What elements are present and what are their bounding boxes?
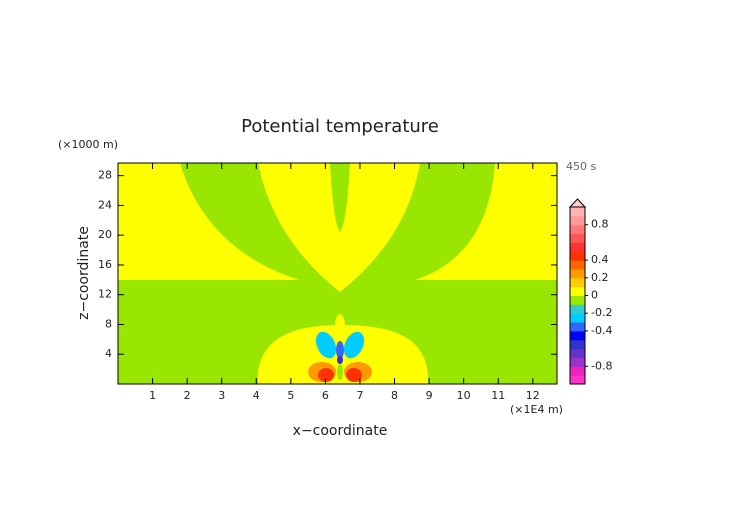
colorbar-band <box>570 215 585 226</box>
colorbar-band <box>570 339 585 350</box>
contour-field <box>118 163 557 384</box>
colorbar-extend <box>568 198 587 208</box>
colorbar-band <box>570 313 585 323</box>
y-tick-label: 16 <box>98 258 112 271</box>
colorbar-band <box>570 242 585 252</box>
colorbar-tick-label: -0.4 <box>591 324 612 337</box>
y-axis-label: z−coordinate <box>76 226 92 320</box>
x-tick-label: 10 <box>457 389 471 402</box>
colorbar-band <box>570 260 585 270</box>
colorbar-band <box>570 304 585 314</box>
colorbar-band <box>570 277 585 288</box>
colorbar-band <box>570 357 585 367</box>
colorbar-tick-label: 0.2 <box>591 271 609 284</box>
colorbar-band <box>570 251 585 261</box>
x-axis-label: x−coordinate <box>293 423 388 439</box>
field-region <box>335 314 345 338</box>
field-region <box>337 356 343 364</box>
x-tick-label: 7 <box>356 389 363 402</box>
field-region <box>315 331 337 359</box>
plot-frame <box>117 162 558 385</box>
field-region <box>415 163 557 280</box>
y-tick-label: 8 <box>105 317 112 330</box>
colorbar-tick-label: 0 <box>591 289 598 302</box>
x-tick-label: 9 <box>426 389 433 402</box>
colorbar-band <box>570 268 585 279</box>
colorbar-band <box>570 330 585 341</box>
y-tick-label: 24 <box>98 198 112 211</box>
colorbar-tick-label: 0.8 <box>591 218 609 231</box>
field-region <box>343 331 365 359</box>
colorbar-band <box>570 224 585 235</box>
field-region <box>258 163 420 292</box>
x-tick-label: 3 <box>218 389 225 402</box>
x-tick-label: 5 <box>287 389 294 402</box>
colorbar-band <box>570 366 585 376</box>
field-region <box>337 364 343 380</box>
colorbar-band <box>570 322 585 332</box>
x-unit: (×1E4 m) <box>510 403 563 416</box>
colorbar-tick-label: 0.4 <box>591 253 609 266</box>
chart-title: Potential temperature <box>241 116 439 137</box>
x-tick-label: 4 <box>253 389 260 402</box>
field-region <box>346 368 362 382</box>
colorbar-band <box>570 348 585 358</box>
x-tick-label: 6 <box>322 389 329 402</box>
x-tick-label: 8 <box>391 389 398 402</box>
colorbar-band <box>570 295 585 305</box>
field-region <box>118 163 300 280</box>
y-tick-label: 4 <box>105 347 112 360</box>
colorbar-band <box>570 207 585 217</box>
colorbar-band <box>570 233 585 243</box>
time-label: 450 s <box>566 160 596 173</box>
colorbar-tick-label: -0.8 <box>591 359 612 372</box>
y-tick-label: 28 <box>98 169 112 182</box>
x-tick-label: 1 <box>149 389 156 402</box>
colorbar-band <box>570 375 585 385</box>
x-tick-label: 11 <box>491 389 505 402</box>
colorbar-band <box>570 286 585 296</box>
colorbar-tick-label: -0.2 <box>591 306 612 319</box>
y-tick-label: 20 <box>98 228 112 241</box>
y-tick-label: 12 <box>98 288 112 301</box>
y-unit: (×1000 m) <box>58 138 118 151</box>
x-tick-label: 12 <box>526 389 540 402</box>
field-region <box>318 368 334 382</box>
field-region <box>336 341 344 359</box>
x-tick-label: 2 <box>184 389 191 402</box>
